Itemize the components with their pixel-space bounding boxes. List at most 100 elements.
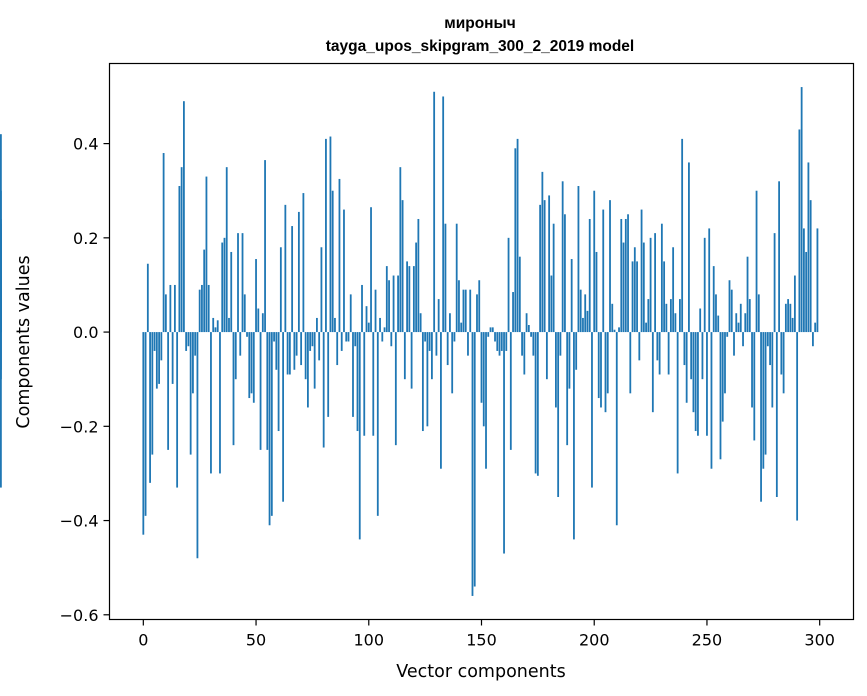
bar-265 — [739, 303, 742, 333]
bar-170 — [525, 313, 528, 333]
bar-42 — [237, 233, 239, 333]
bar-194 — [579, 289, 582, 333]
bar-280 — [773, 233, 776, 333]
bar-61 — [279, 247, 282, 333]
bar-51 — [257, 308, 260, 333]
bar-166 — [516, 138, 519, 333]
bar-215 — [627, 214, 629, 333]
bar-97 — [361, 284, 363, 333]
bar-155 — [491, 327, 494, 333]
bar-68 — [295, 332, 298, 356]
bar-167 — [518, 256, 521, 333]
bar-217 — [631, 261, 634, 333]
bar-32 — [214, 327, 217, 333]
y-tick-label: 0.0 — [73, 323, 98, 342]
bar-56 — [268, 332, 271, 526]
bar-100 — [367, 322, 370, 333]
x-tick-label: 0 — [138, 631, 148, 650]
bar-226 — [651, 332, 654, 413]
bar-296 — [809, 200, 812, 333]
bar-210 — [615, 332, 618, 526]
bar-234 — [669, 299, 672, 333]
bar-257 — [721, 332, 724, 422]
bar-277 — [766, 332, 769, 347]
bar-103 — [374, 289, 377, 333]
bar-2 — [146, 263, 149, 333]
bar-185 — [559, 332, 562, 356]
bar-121 — [415, 242, 418, 333]
bar-11 — [167, 332, 170, 450]
bar-35 — [221, 242, 224, 333]
bar-241 — [685, 332, 688, 403]
x-tick-label: 150 — [466, 631, 497, 650]
bar-96 — [358, 332, 361, 540]
bar-122 — [417, 218, 420, 333]
bar-223 — [645, 322, 647, 333]
bar-235 — [672, 247, 675, 333]
bar-33 — [216, 320, 219, 333]
bar-190 — [570, 259, 573, 333]
bar-0 — [142, 332, 145, 535]
x-tick-label: 100 — [353, 631, 384, 650]
x-tick-label: 300 — [804, 631, 835, 650]
bar-236 — [674, 313, 677, 333]
bar-18 — [183, 101, 185, 333]
bar-243 — [690, 332, 693, 380]
bar-254 — [715, 294, 717, 333]
bar-271 — [753, 332, 756, 441]
bar-109 — [388, 280, 390, 333]
bar-150 — [480, 332, 483, 403]
bar-118 — [408, 266, 411, 333]
bar-263 — [735, 313, 738, 333]
bar-240 — [683, 332, 686, 366]
bar-12 — [169, 284, 172, 333]
bar-99 — [365, 306, 368, 333]
bar-105 — [379, 317, 381, 333]
bar-52 — [259, 332, 262, 450]
bar-279 — [771, 332, 774, 408]
bar-47 — [248, 332, 251, 399]
bar-224 — [647, 299, 650, 333]
bar-16 — [178, 186, 181, 333]
y-ticks-group: −0.6 −0.4 −0.2 0.0 0.2 0.4 — [60, 135, 110, 625]
bar-59 — [275, 332, 278, 370]
bar-120 — [412, 266, 415, 333]
bar-278 — [769, 332, 771, 366]
bar-274 — [760, 332, 762, 502]
bar-196 — [584, 294, 587, 333]
bar-227 — [654, 233, 656, 333]
bar-239 — [681, 138, 684, 333]
bar-24 — [196, 332, 199, 559]
bar-159 — [500, 332, 503, 351]
bar-233 — [667, 332, 670, 375]
bar-117 — [406, 261, 408, 333]
bar-295 — [807, 162, 810, 333]
bar-162 — [507, 237, 510, 333]
bar-77 — [316, 317, 318, 333]
bar-undefined — [0, 332, 2, 488]
bars-group — [0, 87, 819, 596]
bar-264 — [737, 322, 740, 333]
bar-259 — [726, 332, 729, 337]
bar-114 — [399, 167, 402, 333]
bar-269 — [748, 299, 751, 333]
bar-222 — [642, 242, 645, 333]
bar-242 — [688, 162, 690, 333]
bar-172 — [530, 332, 532, 337]
bar-238 — [679, 299, 681, 333]
bar-147 — [473, 332, 476, 587]
bar-90 — [345, 332, 348, 342]
bar-289 — [793, 275, 796, 333]
bar-113 — [397, 275, 399, 333]
bar-169 — [523, 332, 526, 375]
bar-65 — [288, 332, 291, 375]
bar-91 — [347, 332, 350, 342]
bar-206 — [606, 332, 609, 394]
bar-136 — [449, 313, 451, 333]
bar-82 — [327, 332, 330, 417]
bar-37 — [225, 167, 228, 333]
bar-214 — [624, 218, 627, 333]
bar-119 — [410, 332, 413, 389]
bar-213 — [622, 242, 625, 333]
bar-220 — [638, 332, 641, 361]
